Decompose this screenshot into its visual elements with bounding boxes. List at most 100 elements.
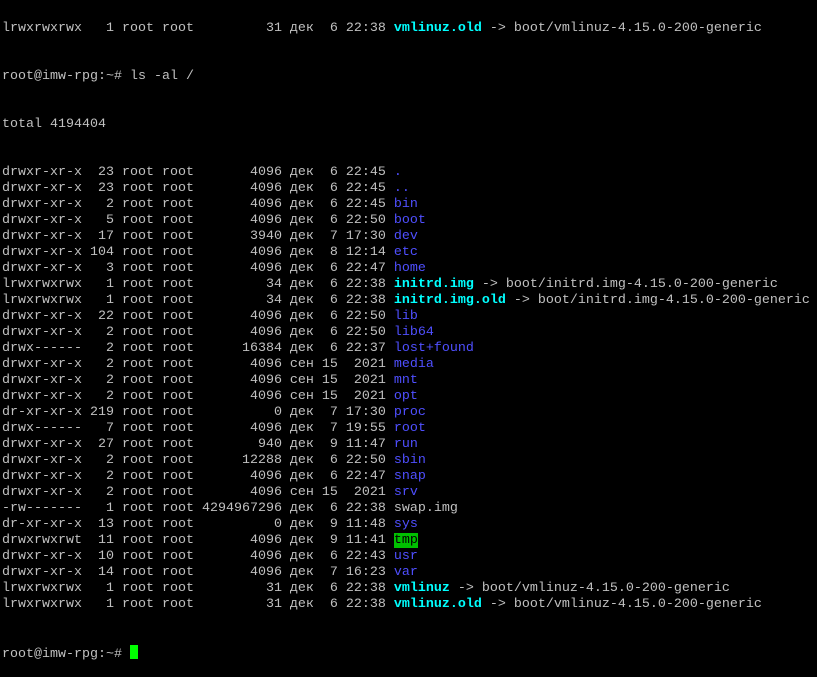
row-metadata: drwxr-xr-x 2 root root 12288 дек 6 22:50 <box>2 453 394 468</box>
total-line: total 4194404 <box>2 117 106 132</box>
listing-row: drwx------ 2 root root 16384 дек 6 22:37… <box>2 341 810 357</box>
row-metadata: drwxr-xr-x 27 root root 940 дек 9 11:47 <box>2 437 394 452</box>
listing-row: drwxr-xr-x 2 root root 4096 сен 15 2021 … <box>2 389 810 405</box>
file-name: vmlinuz.old <box>393 597 482 612</box>
listing-row: drwxr-xr-x 2 root root 4096 сен 15 2021 … <box>2 485 810 501</box>
file-name: bin <box>393 197 418 212</box>
listing-row: drwxr-xr-x 2 root root 12288 дек 6 22:50… <box>2 453 810 469</box>
row-metadata: drwxr-xr-x 17 root root 3940 дек 7 17:30 <box>2 229 394 244</box>
listing-row: dr-xr-xr-x 13 root root 0 дек 9 11:48 sy… <box>2 517 810 533</box>
listing-row: -rw------- 1 root root 4294967296 дек 6 … <box>2 501 810 517</box>
listing-row: dr-xr-xr-x 219 root root 0 дек 7 17:30 p… <box>2 405 810 421</box>
prompt: root@imw-rpg:~# <box>2 647 130 662</box>
file-name: snap <box>393 469 426 484</box>
file-name: opt <box>393 389 418 404</box>
file-name: swap.img <box>393 501 458 516</box>
listing-row: drwxr-xr-x 5 root root 4096 дек 6 22:50 … <box>2 213 810 229</box>
file-name: root <box>393 421 426 436</box>
row-metadata: drwx------ 2 root root 16384 дек 6 22:37 <box>2 341 394 356</box>
row-metadata: drwx------ 7 root root 4096 дек 7 19:55 <box>2 421 394 436</box>
row-metadata: drwxr-xr-x 104 root root 4096 дек 8 12:1… <box>2 245 394 260</box>
cursor <box>129 645 138 659</box>
row-metadata: lrwxrwxrwx 1 root root 34 дек 6 22:38 <box>2 293 394 308</box>
row-metadata: drwxr-xr-x 3 root root 4096 дек 6 22:47 <box>2 261 394 276</box>
file-name: lib <box>393 309 418 324</box>
listing-row: drwxr-xr-x 10 root root 4096 дек 6 22:43… <box>2 549 810 565</box>
listing-row: drwxrwxrwt 11 root root 4096 дек 9 11:41… <box>2 533 810 549</box>
command-line: root@imw-rpg:~# ls -al / <box>2 69 810 85</box>
link-target: -> boot/initrd.img-4.15.0-200-generic <box>505 293 810 308</box>
row-metadata: -rw------- 1 root root 4294967296 дек 6 … <box>2 501 394 516</box>
listing-row: drwxr-xr-x 23 root root 4096 дек 6 22:45… <box>2 165 810 181</box>
row-metadata: drwxrwxrwt 11 root root 4096 дек 9 11:41 <box>2 533 394 548</box>
row-metadata: drwxr-xr-x 23 root root 4096 дек 6 22:45 <box>2 181 394 196</box>
row-metadata: drwxr-xr-x 2 root root 4096 дек 6 22:47 <box>2 469 394 484</box>
file-name: dev <box>393 229 418 244</box>
listing-row: drwxr-xr-x 14 root root 4096 дек 7 16:23… <box>2 565 810 581</box>
file-name: sbin <box>393 453 426 468</box>
file-name: vmlinuz.old <box>393 21 482 36</box>
file-name: boot <box>393 213 426 228</box>
row-metadata: drwxr-xr-x 2 root root 4096 сен 15 2021 <box>2 357 394 372</box>
row-metadata: drwxr-xr-x 14 root root 4096 дек 7 16:23 <box>2 565 394 580</box>
row-metadata: lrwxrwxrwx 1 root root 31 дек 6 22:38 <box>2 581 394 596</box>
listing-row: drwxr-xr-x 17 root root 3940 дек 7 17:30… <box>2 229 810 245</box>
row-metadata: drwxr-xr-x 23 root root 4096 дек 6 22:45 <box>2 165 394 180</box>
file-name: lost+found <box>393 341 474 356</box>
listing-row: drwxr-xr-x 23 root root 4096 дек 6 22:45… <box>2 181 810 197</box>
listing-row: drwxr-xr-x 22 root root 4096 дек 6 22:50… <box>2 309 810 325</box>
listing-row: drwxr-xr-x 27 root root 940 дек 9 11:47 … <box>2 437 810 453</box>
file-name: var <box>393 565 418 580</box>
file-name: media <box>393 357 434 372</box>
listing-row: lrwxrwxrwx 1 root root 31 дек 6 22:38 vm… <box>2 581 810 597</box>
file-name: run <box>393 437 418 452</box>
link-target: -> boot/vmlinuz-4.15.0-200-generic <box>481 21 762 36</box>
listing-row: drwxr-xr-x 2 root root 4096 дек 6 22:45 … <box>2 197 810 213</box>
file-name: proc <box>393 405 426 420</box>
file-name: srv <box>393 485 418 500</box>
row-metadata: drwxr-xr-x 2 root root 4096 дек 6 22:50 <box>2 325 394 340</box>
listing-row: lrwxrwxrwx 1 root root 34 дек 6 22:38 in… <box>2 293 810 309</box>
listing-row: drwxr-xr-x 2 root root 4096 дек 6 22:50 … <box>2 325 810 341</box>
listing-row: drwxr-xr-x 2 root root 4096 дек 6 22:47 … <box>2 469 810 485</box>
row-metadata: drwxr-xr-x 10 root root 4096 дек 6 22:43 <box>2 549 394 564</box>
link-target: -> boot/initrd.img-4.15.0-200-generic <box>473 277 778 292</box>
row-metadata: drwxr-xr-x 22 root root 4096 дек 6 22:50 <box>2 309 394 324</box>
prompt: root@imw-rpg:~# <box>2 69 130 84</box>
listing-row: lrwxrwxrwx 1 root root 34 дек 6 22:38 in… <box>2 277 810 293</box>
file-name: home <box>393 261 426 276</box>
listing-row: drwxr-xr-x 104 root root 4096 дек 8 12:1… <box>2 245 810 261</box>
file-name: vmlinuz <box>393 581 450 596</box>
row-metadata: drwxr-xr-x 5 root root 4096 дек 6 22:50 <box>2 213 394 228</box>
file-name: sys <box>393 517 418 532</box>
row-metadata: drwxr-xr-x 2 root root 4096 сен 15 2021 <box>2 389 394 404</box>
file-name: initrd.img.old <box>393 293 506 308</box>
listing-row: drwx------ 7 root root 4096 дек 7 19:55 … <box>2 421 810 437</box>
file-name: usr <box>393 549 418 564</box>
row-metadata: lrwxrwxrwx 1 root root 31 дек 6 22:38 <box>2 597 394 612</box>
command-text: ls -al / <box>129 69 194 84</box>
link-target: -> boot/vmlinuz-4.15.0-200-generic <box>481 597 762 612</box>
file-name: lib64 <box>393 325 434 340</box>
file-name: . <box>393 165 402 180</box>
row-metadata: drwxr-xr-x 2 root root 4096 сен 15 2021 <box>2 373 394 388</box>
current-prompt-line[interactable]: root@imw-rpg:~# <box>2 645 810 662</box>
file-name: etc <box>393 245 418 260</box>
row-metadata: drwxr-xr-x 2 root root 4096 сен 15 2021 <box>2 485 394 500</box>
row-metadata: lrwxrwxrwx 1 root root 31 дек 6 22:38 <box>2 21 394 36</box>
row-metadata: drwxr-xr-x 2 root root 4096 дек 6 22:45 <box>2 197 394 212</box>
file-name: tmp <box>393 533 418 548</box>
row-metadata: lrwxrwxrwx 1 root root 34 дек 6 22:38 <box>2 277 394 292</box>
listing-row: drwxr-xr-x 3 root root 4096 дек 6 22:47 … <box>2 261 810 277</box>
listing-row: lrwxrwxrwx 1 root root 31 дек 6 22:38 vm… <box>2 597 810 613</box>
file-name: mnt <box>393 373 418 388</box>
file-name: initrd.img <box>393 277 474 292</box>
file-name: .. <box>393 181 410 196</box>
row-metadata: dr-xr-xr-x 219 root root 0 дек 7 17:30 <box>2 405 394 420</box>
row-metadata: dr-xr-xr-x 13 root root 0 дек 9 11:48 <box>2 517 394 532</box>
link-target: -> boot/vmlinuz-4.15.0-200-generic <box>449 581 730 596</box>
listing-row: drwxr-xr-x 2 root root 4096 сен 15 2021 … <box>2 357 810 373</box>
listing-row-partial: lrwxrwxrwx 1 root root 31 дек 6 22:38 vm… <box>2 21 810 37</box>
listing-row: drwxr-xr-x 2 root root 4096 сен 15 2021 … <box>2 373 810 389</box>
